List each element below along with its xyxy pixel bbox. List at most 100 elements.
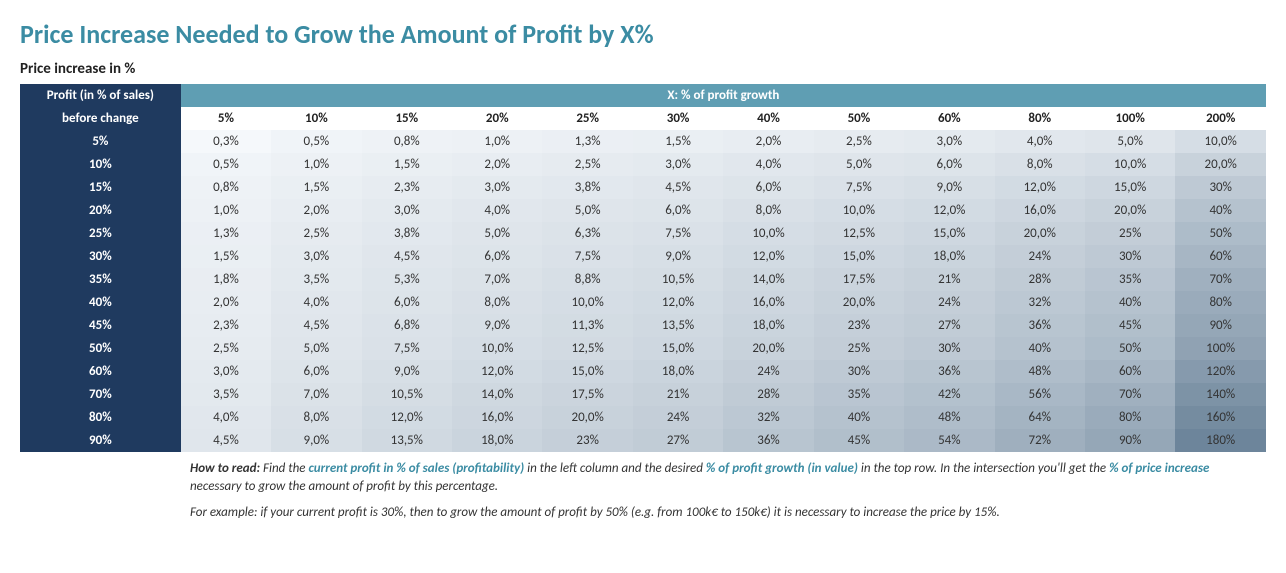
table-cell: 7,0%: [271, 383, 361, 406]
table-cell: 4,0%: [271, 291, 361, 314]
table-cell: 6,0%: [271, 360, 361, 383]
table-cell: 36%: [723, 429, 813, 452]
table-cell: 0,3%: [181, 130, 271, 153]
howto-p1c: in the top row. In the intersection you'…: [858, 461, 1109, 476]
table-cell: 60%: [1085, 360, 1175, 383]
table-cell: 3,8%: [542, 176, 632, 199]
table-cell: 18,0%: [904, 245, 994, 268]
table-cell: 16,0%: [723, 291, 813, 314]
table-cell: 6,0%: [452, 245, 542, 268]
table-cell: 70%: [1085, 383, 1175, 406]
table-cell: 12,0%: [452, 360, 542, 383]
table-cell: 6,0%: [362, 291, 452, 314]
table-cell: 4,5%: [362, 245, 452, 268]
table-cell: 12,5%: [814, 222, 904, 245]
table-cell: 21%: [904, 268, 994, 291]
table-cell: 10,0%: [542, 291, 632, 314]
table-cell: 8,0%: [723, 199, 813, 222]
column-header: 80%: [995, 107, 1085, 130]
table-cell: 6,0%: [904, 153, 994, 176]
table-cell: 18,0%: [633, 360, 723, 383]
table-cell: 15,0%: [1085, 176, 1175, 199]
table-cell: 1,0%: [452, 130, 542, 153]
column-header: 50%: [814, 107, 904, 130]
table-cell: 10,0%: [814, 199, 904, 222]
table-cell: 36%: [995, 314, 1085, 337]
table-cell: 12,0%: [633, 291, 723, 314]
table-cell: 28%: [995, 268, 1085, 291]
howto-p1b: in the left column and the desired: [524, 461, 706, 476]
table-cell: 48%: [904, 406, 994, 429]
table-cell: 3,8%: [362, 222, 452, 245]
row-header: 45%: [20, 314, 181, 337]
howto-lead: How to read:: [190, 461, 260, 476]
table-cell: 45%: [814, 429, 904, 452]
row-header: 15%: [20, 176, 181, 199]
table-cell: 80%: [1085, 406, 1175, 429]
table-cell: 25%: [1085, 222, 1175, 245]
table-cell: 1,5%: [362, 153, 452, 176]
table-cell: 10,5%: [362, 383, 452, 406]
price-increase-table: Profit (in % of sales) X: % of profit gr…: [20, 84, 1266, 452]
table-cell: 2,0%: [271, 199, 361, 222]
table-cell: 7,5%: [814, 176, 904, 199]
table-cell: 1,5%: [633, 130, 723, 153]
row-header: 60%: [20, 360, 181, 383]
table-cell: 20,0%: [1175, 153, 1266, 176]
table-cell: 35%: [1085, 268, 1175, 291]
table-cell: 12,0%: [362, 406, 452, 429]
how-to-read: How to read: Find the current profit in …: [190, 460, 1250, 523]
table-cell: 72%: [995, 429, 1085, 452]
table-cell: 54%: [904, 429, 994, 452]
top-header: X: % of profit growth: [181, 84, 1266, 107]
table-cell: 1,5%: [271, 176, 361, 199]
table-cell: 30%: [1085, 245, 1175, 268]
row-header: 30%: [20, 245, 181, 268]
howto-hl1: current profit in % of sales (profitabil…: [308, 461, 524, 476]
table-cell: 9,0%: [633, 245, 723, 268]
table-cell: 50%: [1085, 337, 1175, 360]
row-header: 50%: [20, 337, 181, 360]
column-header: 25%: [542, 107, 632, 130]
table-cell: 15,0%: [904, 222, 994, 245]
row-header: 90%: [20, 429, 181, 452]
table-cell: 17,5%: [542, 383, 632, 406]
howto-p1a: Find the: [260, 461, 308, 476]
table-cell: 8,0%: [452, 291, 542, 314]
table-cell: 8,8%: [542, 268, 632, 291]
column-header: 15%: [362, 107, 452, 130]
table-cell: 2,5%: [181, 337, 271, 360]
column-header: 10%: [271, 107, 361, 130]
table-cell: 3,0%: [452, 176, 542, 199]
table-cell: 8,0%: [271, 406, 361, 429]
table-cell: 100%: [1175, 337, 1266, 360]
table-cell: 5,0%: [814, 153, 904, 176]
table-cell: 10,0%: [723, 222, 813, 245]
table-cell: 35%: [814, 383, 904, 406]
row-header: 35%: [20, 268, 181, 291]
row-header: 10%: [20, 153, 181, 176]
table-cell: 3,5%: [271, 268, 361, 291]
table-cell: 18,0%: [452, 429, 542, 452]
table-cell: 3,0%: [271, 245, 361, 268]
table-cell: 0,5%: [271, 130, 361, 153]
table-cell: 1,3%: [181, 222, 271, 245]
table-cell: 180%: [1175, 429, 1266, 452]
table-cell: 2,0%: [723, 130, 813, 153]
table-cell: 1,0%: [181, 199, 271, 222]
table-cell: 140%: [1175, 383, 1266, 406]
table-cell: 60%: [1175, 245, 1266, 268]
table-cell: 0,8%: [362, 130, 452, 153]
table-cell: 20,0%: [723, 337, 813, 360]
table-cell: 14,0%: [452, 383, 542, 406]
table-cell: 40%: [814, 406, 904, 429]
howto-p1d: necessary to grow the amount of profit b…: [190, 479, 498, 494]
table-cell: 30%: [1175, 176, 1266, 199]
table-cell: 2,3%: [181, 314, 271, 337]
table-cell: 9,0%: [362, 360, 452, 383]
table-cell: 14,0%: [723, 268, 813, 291]
column-header: 200%: [1175, 107, 1266, 130]
table-cell: 8,0%: [995, 153, 1085, 176]
table-cell: 32%: [995, 291, 1085, 314]
table-cell: 48%: [995, 360, 1085, 383]
